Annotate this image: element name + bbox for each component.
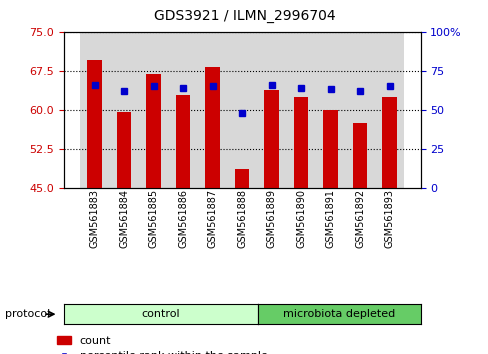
- Text: control: control: [142, 309, 180, 319]
- Bar: [234, 170, 249, 188]
- Bar: [139, 32, 168, 188]
- Bar: [264, 90, 278, 188]
- Text: microbiota depleted: microbiota depleted: [283, 309, 395, 319]
- Bar: [285, 32, 315, 188]
- Text: GDS3921 / ILMN_2996704: GDS3921 / ILMN_2996704: [153, 9, 335, 23]
- Bar: [168, 32, 198, 188]
- Bar: [323, 110, 337, 188]
- Bar: [117, 112, 131, 188]
- Bar: [109, 32, 139, 188]
- Bar: [293, 97, 308, 188]
- Bar: [315, 32, 345, 188]
- Bar: [374, 32, 404, 188]
- Bar: [256, 32, 285, 188]
- Legend: count, percentile rank within the sample: count, percentile rank within the sample: [53, 331, 271, 354]
- Bar: [352, 123, 366, 188]
- Bar: [146, 74, 161, 188]
- Bar: [87, 61, 102, 188]
- Bar: [205, 67, 220, 188]
- Bar: [198, 32, 227, 188]
- Bar: [382, 97, 396, 188]
- Bar: [227, 32, 256, 188]
- Bar: [345, 32, 374, 188]
- Bar: [175, 95, 190, 188]
- Text: protocol: protocol: [5, 309, 50, 319]
- Bar: [80, 32, 109, 188]
